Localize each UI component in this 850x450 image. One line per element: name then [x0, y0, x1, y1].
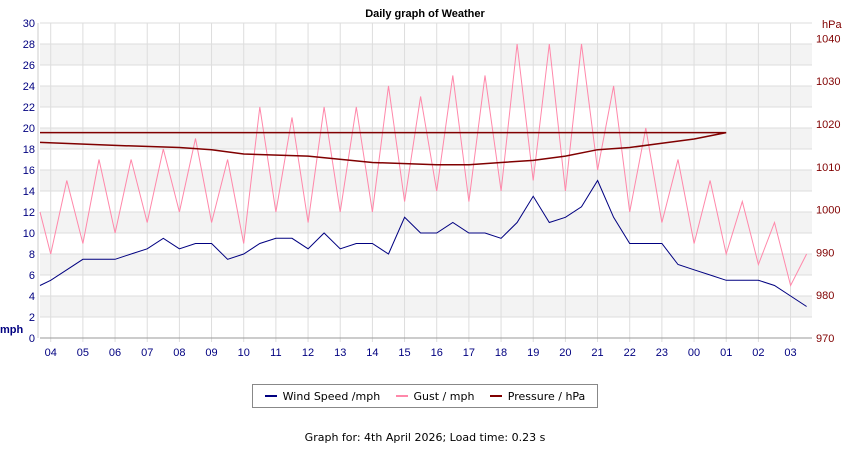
- y-tick-label-left: 8: [29, 249, 35, 261]
- y-tick-label-left: 30: [23, 18, 35, 30]
- x-tick-label: 21: [591, 347, 603, 359]
- y-tick-label-left: 22: [23, 102, 35, 114]
- y-tick-label-left: 20: [23, 123, 35, 135]
- right-unit-label: hPa: [822, 19, 842, 31]
- x-tick-label: 10: [238, 347, 250, 359]
- y-tick-label-right: 990: [816, 247, 834, 259]
- legend-item-pressure: Pressure / hPa: [489, 389, 586, 403]
- y-tick-label-left: 14: [23, 186, 35, 198]
- legend-item-gust: Gust / mph: [395, 389, 475, 403]
- series-line-wind: [39, 179, 807, 307]
- y-tick-label-left: 18: [23, 144, 35, 156]
- x-tick-label: 06: [109, 347, 121, 359]
- series-line-pressure: [39, 131, 727, 166]
- x-tick-label: 16: [431, 347, 443, 359]
- y-tick-label-right: 1030: [816, 76, 840, 88]
- y-tick-label-left: 16: [23, 165, 35, 177]
- legend-label: Wind Speed /mph: [282, 389, 381, 403]
- y-tick-label-left: 4: [29, 291, 35, 303]
- x-tick-label: 14: [366, 347, 378, 359]
- y-tick-label-right: 1040: [816, 33, 840, 45]
- y-tick-label-left: 28: [23, 39, 35, 51]
- y-tick-label-left: 12: [23, 207, 35, 219]
- x-tick-label: 20: [559, 347, 571, 359]
- grid-band: [40, 44, 812, 65]
- y-tick-label-right: 970: [816, 333, 834, 345]
- grid-band: [40, 296, 812, 317]
- y-tick-label-right: 1010: [816, 162, 840, 174]
- x-tick-label: 08: [173, 347, 185, 359]
- x-tick-label: 03: [784, 347, 796, 359]
- x-tick-label: 13: [334, 347, 346, 359]
- x-tick-label: 18: [495, 347, 507, 359]
- legend-swatch: [395, 395, 408, 397]
- grid-band: [40, 170, 812, 191]
- y-tick-label-right: 980: [816, 290, 834, 302]
- y-tick-label-left: 26: [23, 60, 35, 72]
- x-tick-label: 00: [688, 347, 700, 359]
- x-tick-label: 05: [77, 347, 89, 359]
- y-tick-label-left: 24: [23, 81, 35, 93]
- x-tick-label: 07: [141, 347, 153, 359]
- legend: Wind Speed /mph Gust / mph Pressure / hP…: [252, 384, 598, 408]
- y-tick-label-right: 1020: [816, 119, 840, 131]
- y-tick-label-left: 6: [29, 270, 35, 282]
- x-tick-label: 15: [398, 347, 410, 359]
- chart-title: Daily graph of Weather: [365, 8, 485, 20]
- x-tick-label: 23: [656, 347, 668, 359]
- legend-label: Gust / mph: [413, 389, 475, 403]
- x-tick-label: 11: [270, 347, 281, 359]
- legend-swatch: [264, 395, 277, 397]
- grid-band: [40, 86, 812, 107]
- x-tick-label: 12: [302, 347, 314, 359]
- legend-item-wind: Wind Speed /mph: [264, 389, 381, 403]
- x-tick-label: 09: [205, 347, 217, 359]
- footer-text: Graph for: 4th April 2026; Load time: 0.…: [304, 431, 546, 444]
- x-tick-label: 22: [624, 347, 636, 359]
- y-tick-label-left: 0: [29, 333, 35, 345]
- x-tick-label: 01: [720, 347, 732, 359]
- x-tick-label: 04: [45, 347, 57, 359]
- x-tick-label: 19: [527, 347, 539, 359]
- legend-label: Pressure / hPa: [507, 389, 586, 403]
- left-unit-label: mph: [0, 324, 24, 336]
- chart: Daily graph of Weather mph hPa 024681012…: [0, 8, 842, 359]
- legend-swatch: [489, 395, 502, 397]
- y-tick-label-left: 2: [29, 312, 35, 324]
- grid-band: [40, 254, 812, 275]
- grid-band: [40, 212, 812, 233]
- x-tick-label: 17: [463, 347, 475, 359]
- y-tick-label-right: 1000: [816, 205, 840, 217]
- y-tick-label-left: 10: [23, 228, 35, 240]
- x-tick-label: 02: [752, 347, 764, 359]
